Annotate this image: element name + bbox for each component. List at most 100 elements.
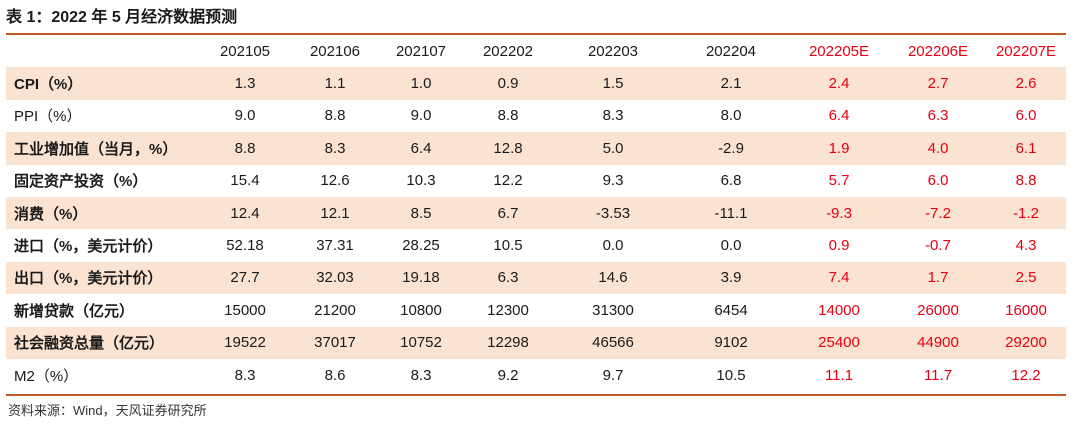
- row-label: 工业增加值（当月，%）: [6, 132, 198, 165]
- table-row: 工业增加值（当月，%） 8.8 8.3 6.4 12.8 5.0 -2.9 1.9 4.0 6.1: [6, 132, 1066, 165]
- row-label: 社会融资总量（亿元）: [6, 326, 198, 359]
- forecast-cell: 0.9: [828, 237, 850, 255]
- data-cell: 21200: [314, 301, 356, 319]
- data-cell: 31300: [592, 301, 634, 319]
- forecast-cell: 11.7: [923, 366, 953, 384]
- source-note: 资料来源：Wind，天风证券研究所: [8, 403, 207, 418]
- forecast-cell: 44900: [890, 326, 986, 359]
- table-row: PPI（%） 9.0 8.8 9.0 8.8 8.3 8.0 6.4 6.3 6.0: [6, 100, 1066, 132]
- data-cell: 8.3: [234, 366, 256, 384]
- data-cell: 9.7: [602, 366, 624, 384]
- forecast-cell: 2.4: [788, 67, 890, 100]
- data-cell: 0.0: [720, 237, 742, 255]
- forecast-cell: 29200: [986, 326, 1066, 359]
- header-cell-forecast: 202207E: [995, 42, 1057, 60]
- data-cell: 12.2: [493, 172, 523, 190]
- table-title: 表 1：2022 年 5 月经济数据预测: [6, 9, 238, 26]
- data-cell: 19.18: [378, 261, 464, 295]
- forecast-cell: 8.8: [1015, 172, 1037, 190]
- data-cell: 15.4: [230, 172, 260, 190]
- data-cell: 9.0: [410, 107, 432, 125]
- header-cell-forecast: 202205E: [808, 42, 870, 60]
- data-cell: 12.8: [464, 132, 552, 165]
- data-cell: 14.6: [552, 261, 674, 295]
- data-cell: 6454: [714, 301, 748, 319]
- header-cell: [6, 35, 198, 67]
- data-cell: 52.18: [226, 237, 264, 255]
- data-cell: 8.5: [378, 196, 464, 230]
- data-cell: -11.1: [674, 196, 788, 230]
- data-cell: 9.3: [602, 172, 624, 190]
- forecast-cell: 16000: [1005, 301, 1047, 319]
- forecast-cell: -1.2: [986, 196, 1066, 230]
- forecast-cell: 4.3: [1015, 237, 1037, 255]
- forecast-cell: 6.0: [927, 172, 949, 190]
- data-cell: 12.4: [198, 196, 292, 230]
- forecast-cell: 4.0: [890, 132, 986, 165]
- data-cell: 8.3: [602, 107, 624, 125]
- data-cell: 9.0: [234, 107, 256, 125]
- table-row: M2（%） 8.3 8.6 8.3 9.2 9.7 10.5 11.1 11.7 12.2: [6, 359, 1066, 391]
- data-cell: 10.5: [493, 237, 523, 255]
- data-cell: 8.8: [324, 107, 346, 125]
- economic-data-table: 202105 202106 202107 202202 202203 20220…: [6, 35, 1066, 391]
- data-cell: 8.8: [198, 132, 292, 165]
- data-cell: 15000: [224, 301, 266, 319]
- header-row: 202105 202106 202107 202202 202203 20220…: [6, 35, 1066, 67]
- data-cell: 8.3: [410, 366, 432, 384]
- data-cell: 9.2: [497, 366, 519, 384]
- data-cell: 28.25: [402, 237, 440, 255]
- header-cell: 202202: [482, 42, 534, 60]
- row-label: CPI（%）: [6, 67, 198, 100]
- row-label: 进口（%，美元计价）: [14, 238, 163, 256]
- data-cell: 32.03: [292, 261, 378, 295]
- top-rule: [6, 33, 1066, 35]
- forecast-cell: 1.7: [890, 261, 986, 295]
- forecast-cell: 2.6: [986, 67, 1066, 100]
- data-cell: 10752: [378, 326, 464, 359]
- bottom-rule: [6, 394, 1066, 396]
- data-cell: 37.31: [316, 237, 354, 255]
- table-body: CPI（%） 1.3 1.1 1.0 0.9 1.5 2.1 2.4 2.7 2.6 PPI（%） 9…: [6, 67, 1066, 391]
- forecast-cell: -7.2: [890, 196, 986, 230]
- data-cell: 1.0: [378, 67, 464, 100]
- row-label: 出口（%，美元计价）: [6, 261, 198, 295]
- forecast-cell: 2.7: [890, 67, 986, 100]
- data-cell: 0.9: [464, 67, 552, 100]
- forecast-cell: 12.2: [1011, 366, 1041, 384]
- data-cell: 1.3: [198, 67, 292, 100]
- data-cell: 6.7: [464, 196, 552, 230]
- data-cell: 1.1: [292, 67, 378, 100]
- table-row: 进口（%，美元计价） 52.18 37.31 28.25 10.5 0.0 0.0 0.9 -0…: [6, 229, 1066, 261]
- forecast-cell: 6.4: [828, 107, 850, 125]
- table-row: 新增贷款（亿元） 15000 21200 10800 12300 31300 6454 140…: [6, 294, 1066, 326]
- forecast-cell: 6.1: [986, 132, 1066, 165]
- forecast-cell: 1.9: [788, 132, 890, 165]
- table-row: 出口（%，美元计价） 27.7 32.03 19.18 6.3 14.6 3.9 7.4 1.7…: [6, 261, 1066, 295]
- header-cell: 202105: [219, 42, 271, 60]
- data-cell: 10.3: [406, 172, 436, 190]
- row-label: M2（%）: [14, 367, 79, 385]
- data-cell: 12.1: [292, 196, 378, 230]
- table-row: CPI（%） 1.3 1.1 1.0 0.9 1.5 2.1 2.4 2.7 2.6: [6, 67, 1066, 100]
- table-row: 消费（%） 12.4 12.1 8.5 6.7 -3.53 -11.1 -9.3 -7.2 -1.…: [6, 196, 1066, 230]
- forecast-cell: 5.7: [828, 172, 850, 190]
- forecast-cell: -0.7: [925, 237, 951, 255]
- data-cell: 5.0: [552, 132, 674, 165]
- forecast-cell: 2.5: [986, 261, 1066, 295]
- data-cell: 10800: [400, 301, 442, 319]
- forecast-cell: 14000: [818, 301, 860, 319]
- header-cell: 202203: [587, 42, 639, 60]
- data-cell: 8.8: [497, 107, 519, 125]
- data-cell: 6.4: [378, 132, 464, 165]
- data-cell: 12300: [487, 301, 529, 319]
- forecast-cell: -9.3: [788, 196, 890, 230]
- data-cell: 12298: [464, 326, 552, 359]
- data-cell: 27.7: [198, 261, 292, 295]
- table-row: 固定资产投资（%） 15.4 12.6 10.3 12.2 9.3 6.8 5.7 6.0 8.8: [6, 165, 1066, 197]
- forecast-cell: 7.4: [788, 261, 890, 295]
- row-label: 消费（%）: [6, 196, 198, 230]
- data-cell: 46566: [552, 326, 674, 359]
- header-cell: 202106: [309, 42, 361, 60]
